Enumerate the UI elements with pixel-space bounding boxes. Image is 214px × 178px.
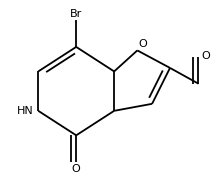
Text: O: O — [138, 39, 147, 49]
Text: O: O — [72, 164, 81, 174]
Text: HN: HN — [17, 106, 34, 116]
Text: O: O — [202, 51, 210, 61]
Text: Br: Br — [70, 9, 82, 19]
